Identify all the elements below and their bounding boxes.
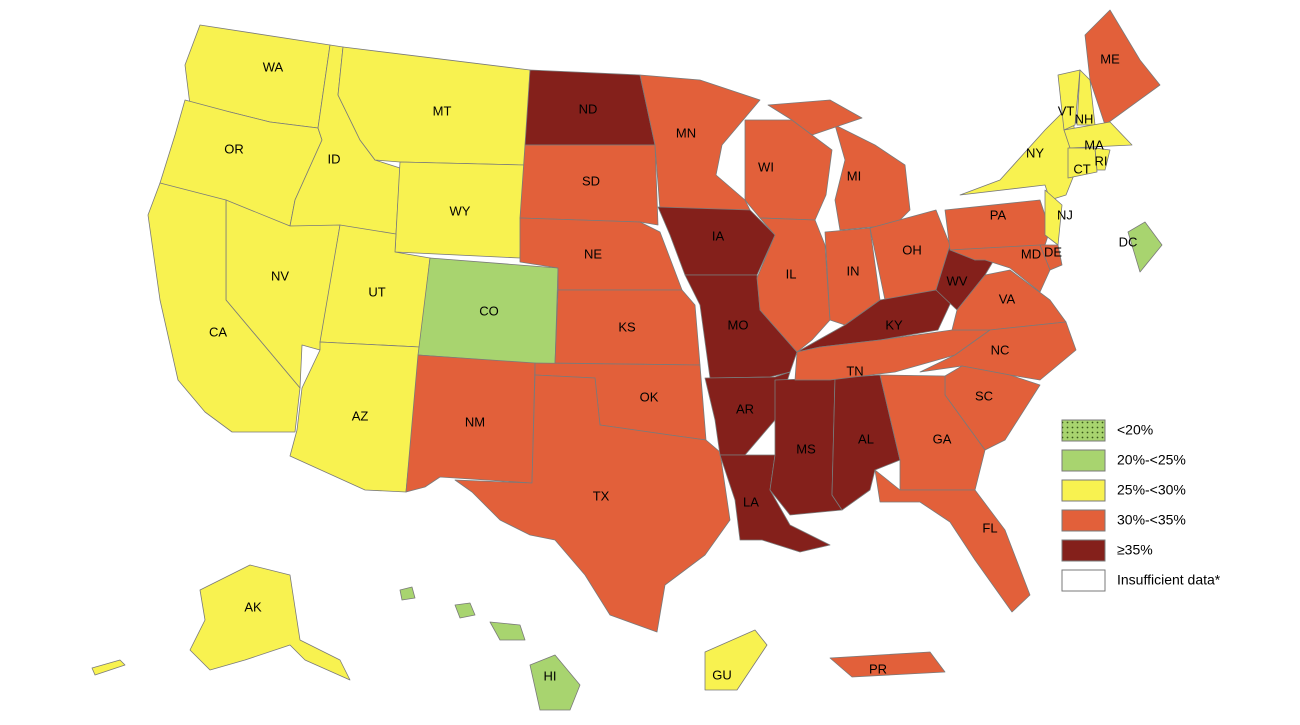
legend-swatch — [1061, 449, 1106, 472]
state — [829, 651, 946, 678]
state — [949, 244, 1051, 293]
state-label: HI — [544, 668, 557, 683]
state-label: WV — [947, 273, 968, 288]
state — [879, 374, 986, 491]
state-label: SD — [582, 173, 600, 188]
state-label: MD — [1021, 246, 1041, 261]
state — [454, 374, 731, 633]
state — [959, 104, 1081, 201]
legend-label: 20%-<25% — [1117, 452, 1186, 468]
state-label: WI — [758, 159, 774, 174]
state-label: WA — [263, 59, 284, 74]
state — [554, 289, 701, 366]
state-label: NJ — [1057, 207, 1073, 222]
state-label: TN — [846, 363, 863, 378]
state-label: MT — [433, 103, 452, 118]
state-label: OR — [224, 141, 244, 156]
state — [767, 99, 863, 136]
legend-label: 25%-<30% — [1117, 482, 1186, 498]
state — [189, 564, 351, 681]
state-label: GA — [933, 431, 952, 446]
state-label: VT — [1058, 103, 1075, 118]
state-label: SC — [975, 388, 993, 403]
state-label: AR — [736, 401, 754, 416]
legend-swatch-pattern — [1062, 420, 1105, 441]
state-label: IA — [712, 228, 725, 243]
state-label: VA — [999, 291, 1016, 306]
state-label: NC — [991, 342, 1010, 357]
state-label: IL — [786, 266, 797, 281]
legend-swatch — [1061, 569, 1106, 592]
state — [756, 217, 831, 353]
state-label: NE — [584, 246, 602, 261]
state-label: CT — [1073, 161, 1090, 176]
state-label: WY — [450, 203, 471, 218]
state — [1084, 9, 1161, 126]
state-label: CO — [479, 303, 499, 318]
state-label: TX — [593, 488, 610, 503]
legend-label: <20% — [1117, 422, 1153, 438]
state — [704, 629, 768, 691]
state-label: UT — [368, 284, 385, 299]
legend-swatch — [1061, 509, 1106, 532]
state — [1063, 121, 1133, 149]
state-label: PA — [990, 207, 1007, 222]
state — [454, 602, 476, 619]
state — [1094, 147, 1111, 171]
state — [289, 44, 401, 235]
legend-swatch — [1061, 479, 1106, 502]
state-label: NH — [1075, 111, 1094, 126]
state-label: NV — [271, 268, 289, 283]
state-label: KS — [618, 319, 636, 334]
state — [399, 586, 416, 601]
state-label: MI — [847, 168, 861, 183]
state — [1057, 69, 1081, 131]
state-label: PR — [869, 661, 887, 676]
state-label: LA — [743, 494, 759, 509]
state-label: AZ — [352, 408, 369, 423]
state-label: ND — [579, 101, 598, 116]
state — [944, 199, 1051, 251]
state-label: ME — [1100, 51, 1120, 66]
state-label: IN — [847, 263, 860, 278]
state-label: AL — [858, 431, 874, 446]
state — [1127, 221, 1163, 273]
state-label: DC — [1119, 234, 1138, 249]
state-label: GU — [712, 667, 732, 682]
state-label: NY — [1026, 145, 1044, 160]
legend-label: Insufficient data* — [1117, 572, 1221, 588]
state — [1067, 147, 1098, 179]
state-label: MS — [796, 441, 816, 456]
state — [704, 371, 791, 456]
state-label: KY — [885, 317, 903, 332]
legend-label: ≥35% — [1117, 542, 1153, 558]
state-label: FL — [982, 520, 997, 535]
state — [639, 74, 761, 211]
state — [529, 654, 581, 711]
state-label: MN — [676, 125, 696, 140]
state — [489, 621, 526, 641]
state-label: RI — [1095, 153, 1108, 168]
state-label: OH — [902, 242, 922, 257]
state-label: MO — [728, 317, 749, 332]
state-label: NM — [465, 414, 485, 429]
state-label: OK — [640, 389, 659, 404]
state — [519, 144, 659, 226]
state — [874, 469, 1031, 613]
state-label: MA — [1084, 137, 1104, 152]
state-label: AK — [244, 599, 262, 614]
legend-label: 30%-<35% — [1117, 512, 1186, 528]
state — [147, 182, 301, 433]
state — [91, 659, 126, 676]
legend-swatch — [1061, 539, 1106, 562]
state-label: ID — [328, 151, 341, 166]
state-label: DE — [1044, 244, 1062, 259]
state-label: CA — [209, 324, 227, 339]
